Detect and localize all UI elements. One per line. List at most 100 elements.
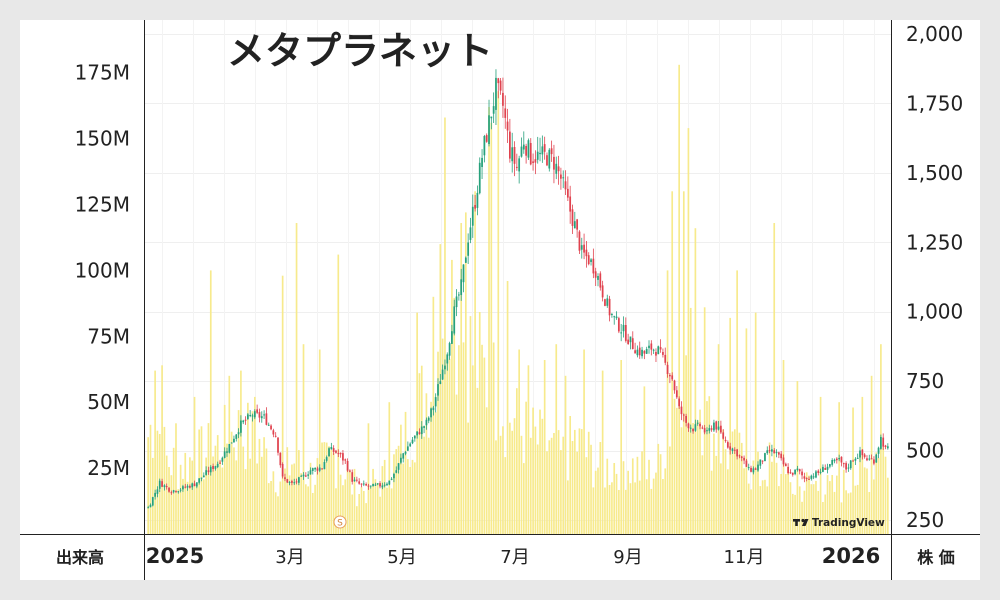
price-candle bbox=[288, 481, 291, 486]
volume-bar bbox=[441, 338, 444, 534]
price-candle bbox=[420, 421, 423, 439]
price-candle bbox=[358, 478, 361, 485]
price-candles bbox=[147, 69, 889, 509]
volume-bar bbox=[362, 491, 365, 534]
volume-bar bbox=[801, 501, 803, 534]
price-tick-label: 1,250 bbox=[906, 230, 963, 254]
price-candle bbox=[397, 463, 400, 474]
volume-bar bbox=[330, 449, 333, 534]
volume-bar bbox=[829, 481, 831, 534]
price-candle bbox=[729, 442, 732, 455]
volume-bar bbox=[272, 471, 275, 534]
volume-bar bbox=[293, 463, 296, 534]
price-candle bbox=[367, 483, 370, 490]
volume-bar bbox=[258, 438, 261, 534]
volume-bar bbox=[638, 480, 641, 534]
volume-bar bbox=[295, 223, 298, 534]
price-candle bbox=[678, 396, 681, 409]
volume-bar bbox=[462, 342, 465, 534]
price-candle bbox=[659, 339, 662, 353]
volume-bar bbox=[757, 451, 759, 534]
price-candle bbox=[270, 424, 272, 431]
volume-bar bbox=[662, 479, 664, 534]
price-candle bbox=[587, 252, 590, 266]
price-candle bbox=[852, 459, 854, 462]
volume-bar bbox=[564, 375, 567, 534]
volume-bar bbox=[209, 270, 212, 534]
price-candle bbox=[543, 136, 546, 160]
price-candle bbox=[775, 449, 778, 458]
volume-bar bbox=[810, 484, 813, 534]
price-candle bbox=[784, 462, 787, 467]
volume-bar bbox=[365, 503, 367, 534]
time-tick-label: 7月 bbox=[500, 547, 529, 568]
price-candle bbox=[548, 148, 551, 172]
volume-bar bbox=[745, 328, 748, 534]
price-candle bbox=[643, 350, 646, 360]
price-candle bbox=[856, 453, 859, 459]
price-candle bbox=[481, 149, 483, 179]
volume-bar bbox=[634, 482, 636, 534]
volume-bar bbox=[608, 485, 611, 534]
volume-bar bbox=[780, 474, 783, 534]
price-candle bbox=[645, 346, 648, 354]
price-candle bbox=[689, 424, 692, 433]
volume-bar bbox=[546, 451, 548, 534]
volume-bar bbox=[425, 393, 428, 534]
price-candle bbox=[295, 478, 298, 485]
volume-bar bbox=[332, 452, 335, 534]
volume-bar bbox=[615, 473, 618, 534]
volume-bar bbox=[170, 475, 173, 534]
volume-bar bbox=[578, 428, 581, 534]
volume-bar bbox=[400, 424, 402, 534]
volume-bar bbox=[606, 458, 609, 534]
volume-bar bbox=[376, 482, 379, 534]
price-candle bbox=[325, 455, 328, 463]
price-candle bbox=[525, 143, 527, 164]
time-tick-label: 5月 bbox=[387, 547, 416, 568]
volume-bar bbox=[156, 430, 159, 534]
volume-bar bbox=[852, 407, 854, 534]
volume-bar bbox=[624, 489, 627, 534]
price-candle bbox=[346, 458, 349, 473]
price-candle bbox=[411, 437, 414, 445]
volume-bar bbox=[407, 459, 409, 534]
price-candle bbox=[738, 454, 741, 459]
volume-bar bbox=[740, 442, 743, 534]
volume-bar bbox=[270, 481, 272, 534]
volume-bar bbox=[694, 228, 697, 534]
volume-bar bbox=[154, 370, 156, 534]
price-candle bbox=[803, 472, 806, 483]
price-candle bbox=[226, 447, 228, 457]
price-candle bbox=[685, 413, 687, 427]
price-candle bbox=[425, 417, 428, 430]
volume-bar bbox=[490, 122, 493, 535]
volume-bar bbox=[219, 461, 221, 534]
price-candle bbox=[430, 407, 432, 422]
volume-bar bbox=[645, 479, 648, 534]
volume-bar bbox=[226, 443, 228, 534]
price-candle bbox=[504, 95, 507, 129]
volume-bar bbox=[854, 485, 857, 534]
volume-bar bbox=[346, 469, 349, 534]
volume-bar bbox=[263, 437, 265, 534]
volume-bar bbox=[659, 454, 662, 534]
volume-bar bbox=[527, 365, 530, 534]
price-candle bbox=[344, 458, 347, 464]
volume-bar bbox=[789, 482, 792, 534]
price-candle bbox=[608, 295, 611, 322]
price-candle bbox=[281, 462, 284, 479]
volume-bar bbox=[669, 446, 671, 534]
price-candle bbox=[847, 463, 850, 472]
volume-bar bbox=[244, 469, 247, 534]
time-axis: 2025 3月 5月 7月 9月 11月 2026 bbox=[146, 544, 880, 568]
price-candle bbox=[427, 416, 430, 424]
price-candle bbox=[214, 465, 217, 471]
price-candle bbox=[156, 486, 159, 498]
volume-bar bbox=[413, 462, 416, 534]
price-candle bbox=[212, 463, 214, 472]
price-candle bbox=[388, 480, 391, 486]
stock-split-marker[interactable]: S bbox=[333, 515, 347, 529]
price-candle bbox=[457, 291, 460, 301]
volume-bar bbox=[351, 494, 354, 534]
